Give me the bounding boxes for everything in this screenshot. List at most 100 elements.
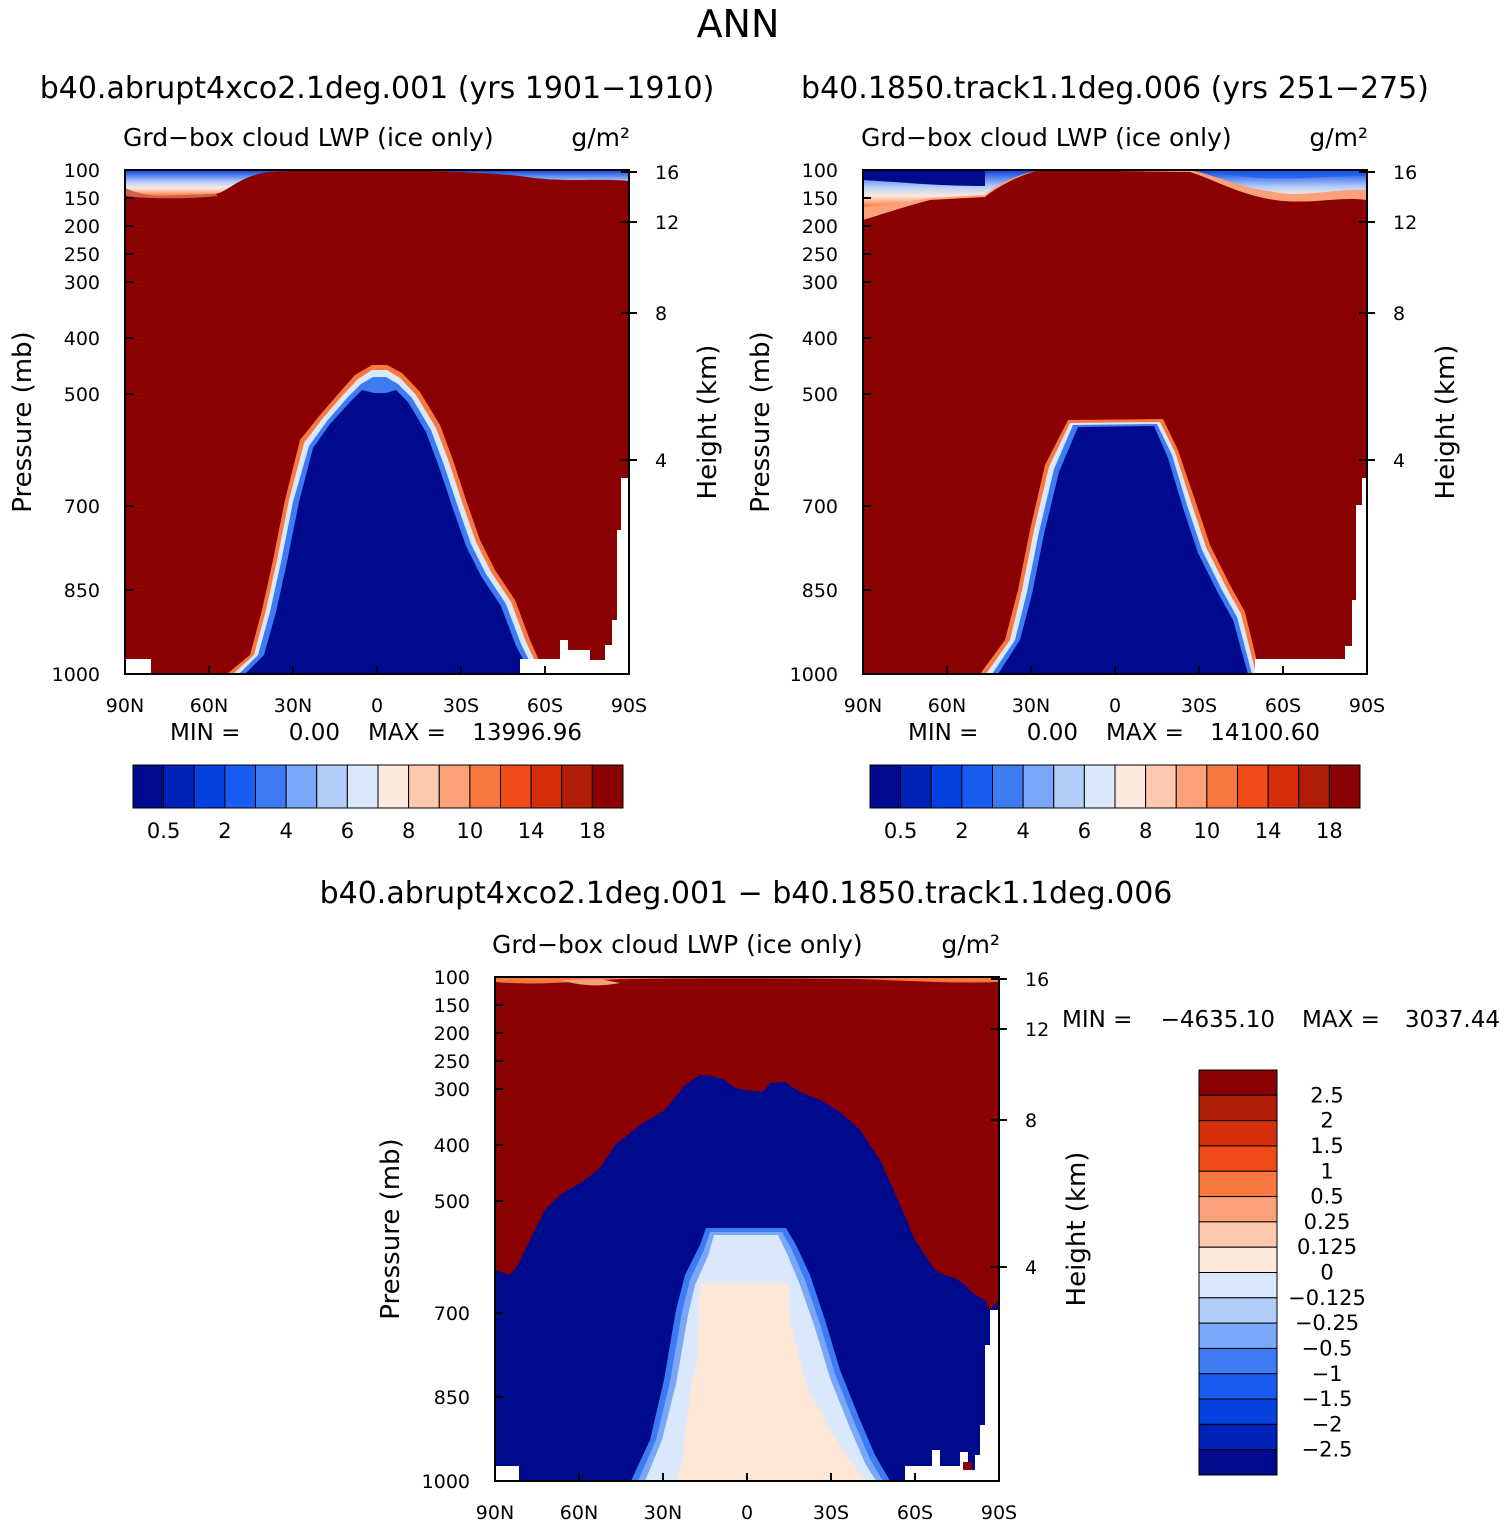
height-tick-label: 16: [1393, 162, 1417, 184]
panel-title: b40.abrupt4xco2.1deg.001 − b40.1850.trac…: [320, 876, 1173, 911]
y-tick-label: 850: [434, 1387, 470, 1409]
y-tick-label: 850: [802, 580, 838, 602]
units-label: g/m²: [1309, 123, 1368, 152]
height-tick-label: 8: [1393, 303, 1405, 325]
colorbar-swatch: [1198, 1246, 1278, 1273]
colorbar-swatch: [132, 764, 165, 809]
colorbar-label: 18: [1316, 819, 1343, 843]
y-tick-label: 300: [802, 272, 838, 294]
colorbar-swatch: [193, 764, 226, 809]
colorbar: 2.521.510.50.250.1250−0.125−0.25−0.5−1−1…: [1198, 1069, 1366, 1476]
colorbar-swatch: [1206, 764, 1238, 809]
height-tick-label: 8: [1025, 1110, 1037, 1132]
y-tick-label: 850: [64, 580, 100, 602]
colorbar-swatch: [1237, 764, 1269, 809]
panel-subtitle: Grd−box cloud LWP (ice only): [123, 123, 494, 152]
x-tick-label: 60S: [527, 695, 563, 717]
y-tick-label: 1000: [790, 664, 838, 686]
colorbar-label: 0.5: [1310, 1185, 1343, 1209]
max-label: MAX =: [368, 720, 446, 746]
colorbar-swatch: [1298, 764, 1330, 809]
units-label: g/m²: [941, 930, 1000, 959]
colorbar-swatch: [1022, 764, 1055, 809]
colorbar-label: −0.5: [1302, 1336, 1353, 1360]
colorbar-label: 4: [279, 819, 292, 843]
panel-1850-control: b40.1850.track1.1deg.006 (yrs 251−275) G…: [746, 71, 1461, 843]
colorbar-swatch: [1114, 764, 1147, 809]
min-label: MIN =: [170, 720, 240, 746]
colorbar-swatch: [469, 764, 501, 809]
colorbar-label: 18: [579, 819, 606, 843]
y-tick-label: 1000: [52, 664, 100, 686]
x-tick-label: 60N: [928, 695, 966, 717]
y-tick-label: 1000: [422, 1471, 470, 1493]
y-tick-label: 200: [434, 1023, 470, 1045]
x-tick-label: 30N: [644, 1502, 682, 1524]
max-label: MAX =: [1302, 1007, 1380, 1033]
colorbar-swatch: [377, 764, 410, 809]
colorbar-label: 0.5: [884, 819, 917, 843]
min-label: MIN =: [908, 720, 978, 746]
min-label: MIN =: [1062, 1007, 1132, 1033]
colorbar-label: 0.125: [1297, 1235, 1357, 1259]
height-tick-label: 12: [1025, 1019, 1049, 1041]
colorbar-swatch: [1198, 1120, 1278, 1147]
colorbar-swatch: [1328, 764, 1361, 809]
x-axis: 90N 60N 30N 0 30S 60S 90S: [106, 666, 647, 717]
y-right-axis-label: Height (km): [693, 345, 723, 500]
x-tick-label: 30N: [274, 695, 312, 717]
min-value: −4635.10: [1161, 1007, 1275, 1033]
x-tick-label: 90S: [1349, 695, 1385, 717]
colorbar-swatch: [591, 764, 624, 809]
colorbar-swatch: [1198, 1423, 1278, 1451]
y-tick-label: 100: [434, 967, 470, 989]
y-axis-right: 16 12 8 4: [991, 969, 1049, 1279]
colorbar-swatch: [500, 764, 532, 809]
y-right-axis-label: Height (km): [1431, 345, 1461, 500]
y-tick-label: 700: [64, 496, 100, 518]
colorbar-label: −2: [1312, 1412, 1343, 1436]
y-tick-label: 400: [802, 328, 838, 350]
colorbar-swatch: [992, 764, 1024, 809]
colorbar-label: 0: [1320, 1261, 1333, 1285]
min-value: 0.00: [289, 720, 340, 746]
x-tick-label: 30S: [813, 1502, 849, 1524]
panel-difference: b40.abrupt4xco2.1deg.001 − b40.1850.trac…: [320, 876, 1500, 1524]
colorbar-label: 4: [1016, 819, 1029, 843]
height-tick-label: 4: [1393, 450, 1405, 472]
min-value: 0.00: [1027, 720, 1078, 746]
y-axis-left: 100 150 200 250 300 400 500 700 850 1000: [422, 967, 503, 1493]
x-axis: 90N 60N 30N 0 30S 60S 90S: [844, 666, 1385, 717]
x-tick-label: 30S: [1181, 695, 1217, 717]
colorbar-swatch: [900, 764, 932, 809]
x-tick-label: 60N: [560, 1502, 598, 1524]
y-tick-label: 400: [434, 1135, 470, 1157]
y-axis-left: 100 150 200 250 300 400 500 700 850 1000: [52, 160, 133, 686]
panel-abrupt4xco2: b40.abrupt4xco2.1deg.001 (yrs 1901−1910)…: [8, 71, 723, 843]
max-label: MAX =: [1106, 720, 1184, 746]
y-tick-label: 500: [802, 384, 838, 406]
colorbar-label: 10: [457, 819, 484, 843]
colorbar-label: 2: [218, 819, 231, 843]
colorbar-swatch: [1198, 1398, 1278, 1425]
colorbar-swatch: [530, 764, 563, 809]
y-axis-right: 16 12 8 4: [621, 162, 679, 472]
y-tick-label: 100: [802, 160, 838, 182]
colorbar-swatch: [1198, 1322, 1278, 1349]
units-label: g/m²: [571, 123, 630, 152]
x-tick-label: 60S: [897, 1502, 933, 1524]
y-axis-label: Pressure (mb): [376, 1138, 406, 1319]
colorbar-swatch: [1198, 1297, 1278, 1324]
colorbar-label: 14: [518, 819, 545, 843]
colorbar-swatch: [1198, 1145, 1278, 1172]
y-tick-label: 150: [434, 995, 470, 1017]
colorbar-swatch: [869, 764, 902, 809]
colorbar-swatch: [1198, 1170, 1278, 1198]
colorbar-label: −2.5: [1302, 1438, 1353, 1462]
max-value: 14100.60: [1210, 720, 1320, 746]
colorbar-swatch: [1198, 1094, 1278, 1122]
y-tick-label: 400: [64, 328, 100, 350]
height-tick-label: 16: [655, 162, 679, 184]
colorbar-swatch: [1175, 764, 1208, 809]
colorbar-label: 6: [1078, 819, 1091, 843]
